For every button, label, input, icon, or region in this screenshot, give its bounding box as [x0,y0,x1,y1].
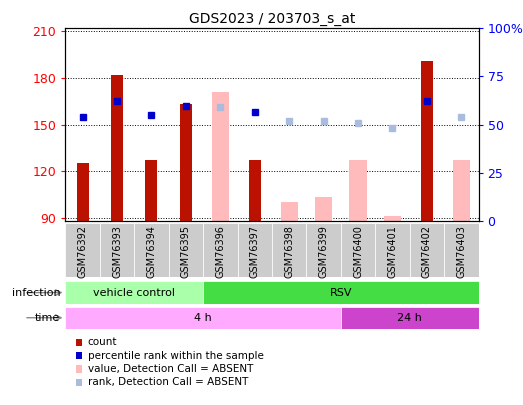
Bar [421,61,433,221]
Text: GSM76392: GSM76392 [77,226,87,279]
Text: GSM76403: GSM76403 [457,226,467,278]
Text: RSV: RSV [329,288,352,298]
Text: 4 h: 4 h [194,313,212,323]
Bar [444,223,479,277]
Text: GSM76393: GSM76393 [112,226,122,278]
Bar [349,160,367,221]
Text: infection: infection [12,288,60,298]
Bar [306,223,341,277]
Bar [453,160,470,221]
Text: vehicle control: vehicle control [93,288,175,298]
Text: GSM76402: GSM76402 [422,226,432,279]
Text: count: count [88,337,117,347]
Bar [212,92,229,221]
Bar [384,216,401,221]
Text: GSM76396: GSM76396 [215,226,225,278]
Bar [100,223,134,277]
Bar [65,307,341,329]
Bar [203,223,237,277]
Bar [280,202,298,221]
Bar [180,104,192,221]
Bar [145,160,157,221]
Bar [76,163,88,221]
Bar [410,223,444,277]
Text: percentile rank within the sample: percentile rank within the sample [88,351,264,360]
Text: time: time [35,313,60,323]
Bar [315,198,332,221]
Bar [111,75,123,221]
Bar [168,223,203,277]
Bar [134,223,168,277]
Text: rank, Detection Call = ABSENT: rank, Detection Call = ABSENT [88,377,248,387]
Title: GDS2023 / 203703_s_at: GDS2023 / 203703_s_at [189,12,355,26]
Bar [375,223,410,277]
Text: GSM76400: GSM76400 [353,226,363,278]
Text: value, Detection Call = ABSENT: value, Detection Call = ABSENT [88,364,253,374]
Bar [272,223,306,277]
Text: GSM76394: GSM76394 [146,226,156,278]
Text: 24 h: 24 h [397,313,422,323]
Bar [237,223,272,277]
Bar [249,160,261,221]
Bar [65,223,100,277]
Bar [65,281,203,304]
Bar [341,223,375,277]
Text: GSM76401: GSM76401 [388,226,397,278]
Text: GSM76398: GSM76398 [284,226,294,278]
Text: GSM76397: GSM76397 [250,226,260,279]
Bar [341,307,479,329]
Bar [203,281,479,304]
Text: GSM76395: GSM76395 [181,226,191,279]
Text: GSM76399: GSM76399 [319,226,328,278]
